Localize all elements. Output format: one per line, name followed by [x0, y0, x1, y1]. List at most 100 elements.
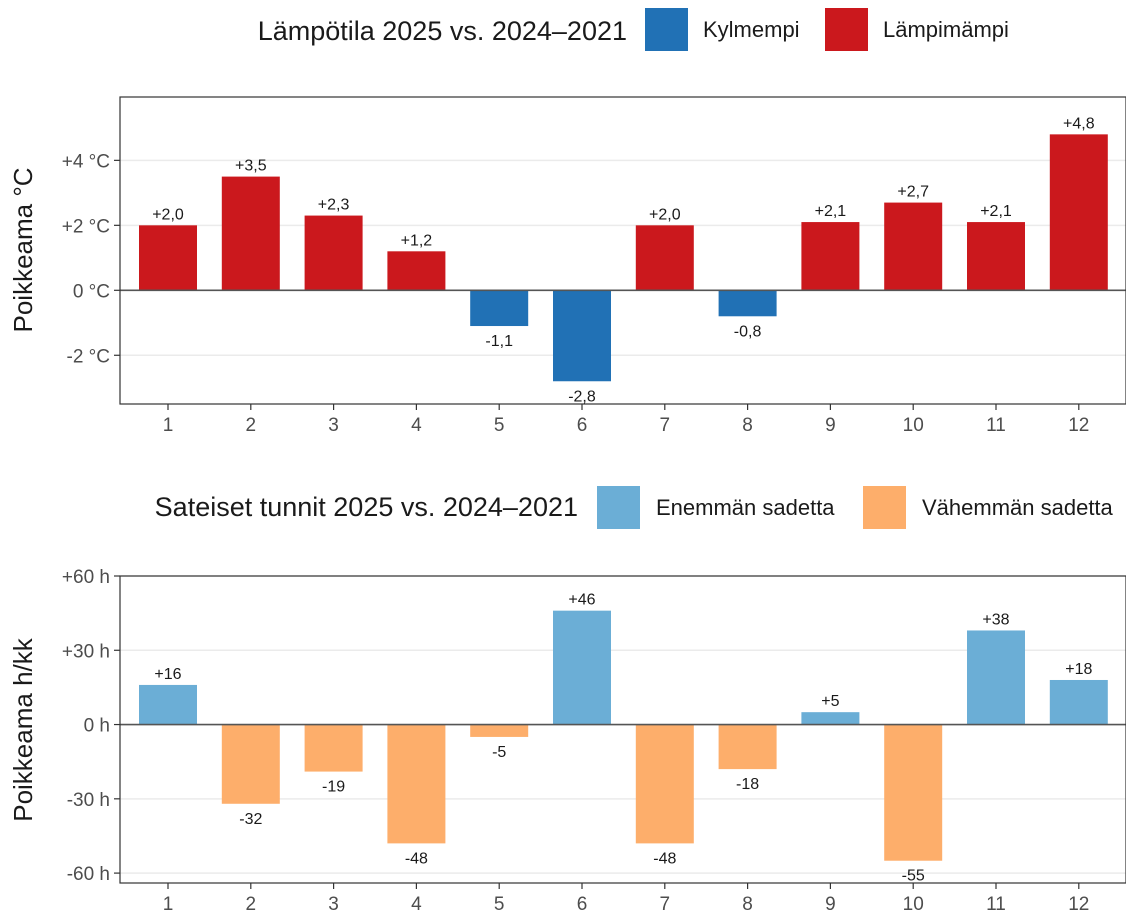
temperature-x-axis: 1 2 3 4 5 6 7 8 9 10 11 12 [163, 404, 1089, 436]
rain-panel: +16 -32 -19 -48 -5 +46 -48 -18 +5 -55 +38 +18 -60 h… [8, 567, 1126, 913]
rain-bar-2 [221, 724, 280, 804]
temperature-bars [120, 134, 1126, 382]
rain-data-label-10: -55 [902, 868, 925, 885]
rain-data-label-9: +5 [821, 693, 839, 710]
rain-bar-5 [470, 724, 529, 737]
rain-data-label-11: +38 [982, 611, 1009, 628]
temperature-x-tick-label-9: 9 [825, 415, 836, 436]
rain-x-tick-label-9: 9 [825, 894, 836, 913]
rain-x-tick-label-4: 4 [411, 894, 422, 913]
temperature-bar-1 [139, 225, 197, 291]
rain-x-tick-label-6: 6 [577, 894, 588, 913]
rain-x-tick-label-8: 8 [742, 894, 753, 913]
rain-data-label-1: +16 [154, 666, 181, 683]
temperature-data-label-1: +2,0 [152, 206, 184, 223]
rain-bar-12 [1049, 679, 1108, 725]
rain-data-label-3: -19 [322, 779, 345, 796]
temperature-data-label-5: -1,1 [485, 333, 513, 350]
rain-data-label-4: -48 [405, 850, 428, 867]
rain-x-tick-label-7: 7 [660, 894, 671, 913]
temperature-plot-border [119, 96, 1126, 405]
rain-bar-10 [884, 724, 943, 861]
rain-bar-7 [635, 724, 694, 844]
temperature-x-tick-label-2: 2 [246, 415, 257, 436]
rain-bar-6 [553, 610, 611, 725]
temperature-legend-swatch-warmer [825, 8, 868, 51]
temperature-bar-5 [470, 290, 529, 327]
temperature-bar-3 [304, 215, 363, 291]
rain-legend-title: Sateiset tunnit 2025 vs. 2024–2021 [155, 492, 578, 522]
temperature-x-tick-label-11: 11 [986, 415, 1006, 436]
rain-legend-label-less-rain: Vähemmän sadetta [922, 495, 1114, 520]
temperature-y-tick-label: 0 °C [73, 281, 110, 302]
temperature-bar-11 [967, 222, 1025, 291]
temperature-x-tick-label-1: 1 [163, 415, 174, 436]
rain-y-tick-label: -60 h [67, 864, 110, 885]
temperature-data-label-9: +2,1 [815, 203, 847, 220]
rain-bar-8 [718, 724, 777, 770]
rain-y-tick-label: -30 h [67, 790, 110, 811]
temperature-bar-7 [635, 225, 694, 291]
temperature-data-labels: +2,0 +3,5 +2,3 +1,2 -1,1 -2,8 +2,0 -0,8 +2,1 +2,7… [152, 115, 1094, 405]
rain-legend: Sateiset tunnit 2025 vs. 2024–2021 Enemm… [155, 486, 1114, 529]
rain-y-tick-label: +30 h [62, 641, 110, 662]
temperature-panel: +2,0 +3,5 +2,3 +1,2 -1,1 -2,8 +2,0 -0,8 +2,1 +2,7… [8, 96, 1126, 436]
temperature-bar-9 [801, 222, 860, 291]
rain-bar-9 [801, 712, 860, 725]
temperature-data-label-6: -2,8 [568, 388, 596, 405]
rain-legend-swatch-more-rain [597, 486, 640, 529]
temperature-data-label-8: -0,8 [734, 323, 762, 340]
rain-x-tick-label-3: 3 [328, 894, 339, 913]
rain-data-label-12: +18 [1065, 661, 1092, 678]
rain-data-label-5: -5 [492, 744, 506, 761]
rain-data-label-2: -32 [239, 811, 262, 828]
rain-bar-1 [139, 684, 197, 725]
temperature-y-tick-label: +4 °C [62, 151, 110, 172]
temperature-bar-8 [718, 290, 777, 317]
temperature-data-label-2: +3,5 [235, 158, 267, 175]
rain-plot-background [120, 576, 1126, 883]
rain-y-tick-label: 0 h [84, 716, 110, 737]
rain-data-label-7: -48 [653, 850, 676, 867]
rain-x-tick-label-5: 5 [494, 894, 505, 913]
temperature-plot-background [120, 97, 1126, 404]
temperature-x-tick-label-10: 10 [903, 415, 924, 436]
rain-legend-label-more-rain: Enemmän sadetta [656, 495, 835, 520]
rain-x-tick-label-12: 12 [1068, 894, 1089, 913]
rain-data-label-6: +46 [568, 592, 595, 609]
temperature-y-axis-title: Poikkeama °C [8, 167, 38, 332]
rain-data-label-8: -18 [736, 776, 759, 793]
temperature-legend-swatch-colder [645, 8, 688, 51]
temperature-data-label-10: +2,7 [897, 184, 929, 201]
temperature-x-tick-label-3: 3 [328, 415, 339, 436]
temperature-gridlines [120, 159, 1126, 357]
rain-y-axis-title: Poikkeama h/kk [8, 637, 38, 822]
rain-x-tick-label-1: 1 [163, 894, 174, 913]
temperature-legend-label-colder: Kylmempi [703, 17, 800, 42]
temperature-legend-title: Lämpötila 2025 vs. 2024–2021 [258, 16, 627, 46]
temperature-bar-10 [884, 202, 943, 291]
temperature-y-tick-label: +2 °C [62, 216, 110, 237]
temperature-x-tick-label-4: 4 [411, 415, 422, 436]
temperature-data-label-12: +4,8 [1063, 115, 1095, 132]
rain-x-tick-label-2: 2 [246, 894, 257, 913]
temperature-legend: Lämpötila 2025 vs. 2024–2021 Kylmempi Lä… [258, 8, 1009, 51]
rain-y-tick-label: +60 h [62, 567, 110, 588]
temperature-x-tick-label-7: 7 [660, 415, 671, 436]
temperature-y-tick-label: -2 °C [67, 346, 111, 367]
temperature-data-label-4: +1,2 [401, 232, 433, 249]
temperature-x-tick-label-5: 5 [494, 415, 505, 436]
rain-data-labels: +16 -32 -19 -48 -5 +46 -48 -18 +5 -55 +38 +18 [154, 592, 1092, 885]
temperature-legend-label-warmer: Lämpimämpi [883, 17, 1009, 42]
temperature-x-tick-label-6: 6 [577, 415, 588, 436]
rain-x-tick-label-11: 11 [986, 894, 1006, 913]
temperature-bar-6 [553, 290, 611, 382]
temperature-x-tick-label-12: 12 [1068, 415, 1089, 436]
temperature-data-label-7: +2,0 [649, 206, 681, 223]
rain-x-axis: 1 2 3 4 5 6 7 8 9 10 11 12 [163, 883, 1089, 913]
temperature-bar-4 [387, 251, 446, 291]
rain-plot-border [119, 575, 1126, 884]
rain-bar-3 [304, 724, 363, 772]
